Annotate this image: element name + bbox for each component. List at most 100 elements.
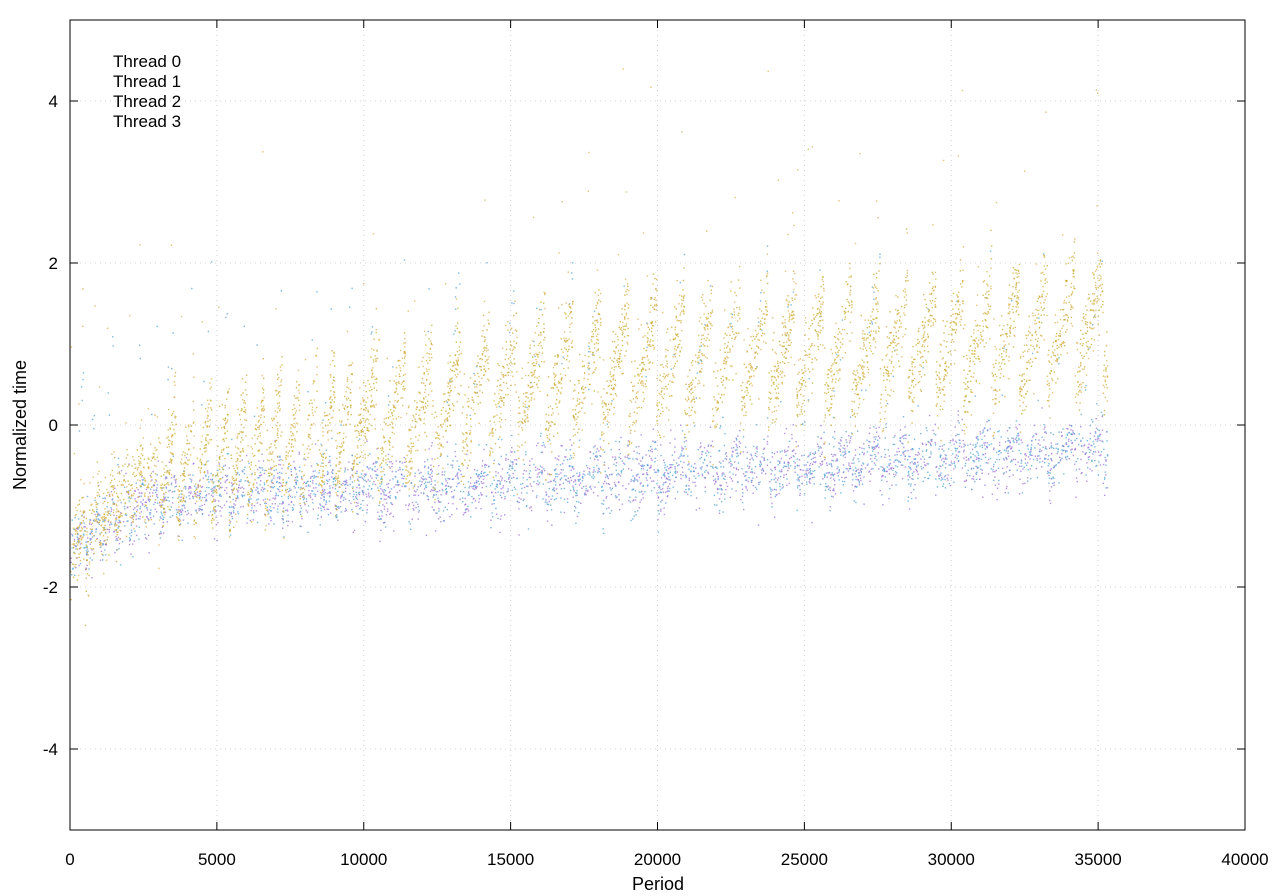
data-point [436, 512, 438, 514]
data-point [918, 447, 920, 450]
data-point [481, 482, 483, 485]
data-point [500, 488, 502, 490]
data-point [712, 475, 715, 477]
data-point [678, 457, 680, 459]
data-point [807, 368, 810, 370]
data-point [662, 459, 665, 461]
data-point [1046, 399, 1049, 402]
data-point [1037, 340, 1039, 342]
data-point [927, 471, 929, 473]
data-point [521, 377, 523, 379]
data-point [578, 501, 580, 503]
data-point [675, 308, 677, 310]
data-point [673, 459, 675, 461]
data-point [393, 410, 395, 412]
data-point [701, 466, 703, 468]
data-point [700, 345, 702, 347]
data-point [1029, 468, 1031, 470]
data-point [759, 300, 762, 302]
data-point [453, 333, 455, 335]
data-point [410, 481, 413, 484]
data-point [606, 507, 608, 510]
data-point [490, 519, 492, 521]
data-point [643, 385, 645, 387]
data-point [1051, 482, 1054, 485]
data-point [334, 488, 337, 490]
data-point [425, 534, 428, 537]
data-point [541, 314, 544, 316]
data-point [746, 451, 748, 453]
data-point [1099, 435, 1101, 437]
data-point [592, 453, 595, 455]
data-point [987, 419, 990, 422]
data-point [387, 496, 389, 498]
data-point [113, 485, 115, 487]
data-point [538, 472, 540, 474]
data-point [1055, 447, 1057, 449]
data-point [103, 540, 105, 542]
data-point [1077, 385, 1080, 388]
data-point [809, 469, 812, 472]
data-point [668, 479, 670, 481]
data-point [852, 479, 854, 481]
data-point [234, 500, 237, 502]
data-point [812, 452, 814, 455]
data-point [458, 331, 460, 333]
data-point [334, 505, 337, 507]
data-point [821, 463, 824, 465]
data-point [833, 454, 835, 456]
data-point [311, 475, 314, 477]
data-point [72, 567, 74, 569]
data-point [380, 477, 383, 479]
data-point [682, 299, 684, 301]
data-point [942, 483, 945, 485]
data-point [1045, 448, 1048, 450]
data-point [848, 435, 850, 437]
data-point [873, 441, 875, 443]
data-point [184, 507, 186, 509]
data-point [752, 459, 754, 461]
data-point [1057, 448, 1059, 451]
data-point [505, 459, 507, 461]
data-point [685, 476, 687, 479]
data-point [829, 472, 831, 474]
data-point [340, 511, 343, 513]
data-point [844, 450, 846, 452]
data-point [787, 306, 789, 308]
data-point [387, 424, 389, 427]
data-point [554, 355, 556, 357]
data-point [868, 432, 871, 435]
data-point [322, 470, 324, 472]
data-point [868, 331, 870, 334]
data-point [763, 438, 765, 440]
data-point [909, 485, 912, 487]
data-point [873, 426, 875, 428]
data-point [428, 476, 430, 478]
data-point [607, 467, 610, 469]
data-point [761, 472, 763, 474]
data-point [1007, 450, 1009, 452]
data-point [140, 471, 142, 473]
data-point [214, 485, 216, 488]
data-point [264, 469, 266, 472]
data-point [1061, 434, 1063, 437]
data-point [553, 382, 555, 385]
data-point [1023, 373, 1025, 375]
data-point [933, 433, 935, 435]
data-point [271, 479, 273, 481]
data-point [782, 316, 784, 318]
data-point [904, 455, 906, 457]
data-point [925, 443, 927, 446]
data-point [262, 490, 264, 492]
data-point [637, 473, 639, 475]
data-point [1106, 454, 1109, 456]
data-point [941, 459, 943, 461]
data-point [685, 488, 687, 491]
data-point [923, 461, 925, 463]
data-point [872, 273, 875, 276]
data-point [463, 373, 466, 375]
data-point [603, 461, 606, 463]
data-point [1006, 324, 1009, 326]
data-point [1050, 446, 1052, 448]
data-point [294, 476, 297, 479]
